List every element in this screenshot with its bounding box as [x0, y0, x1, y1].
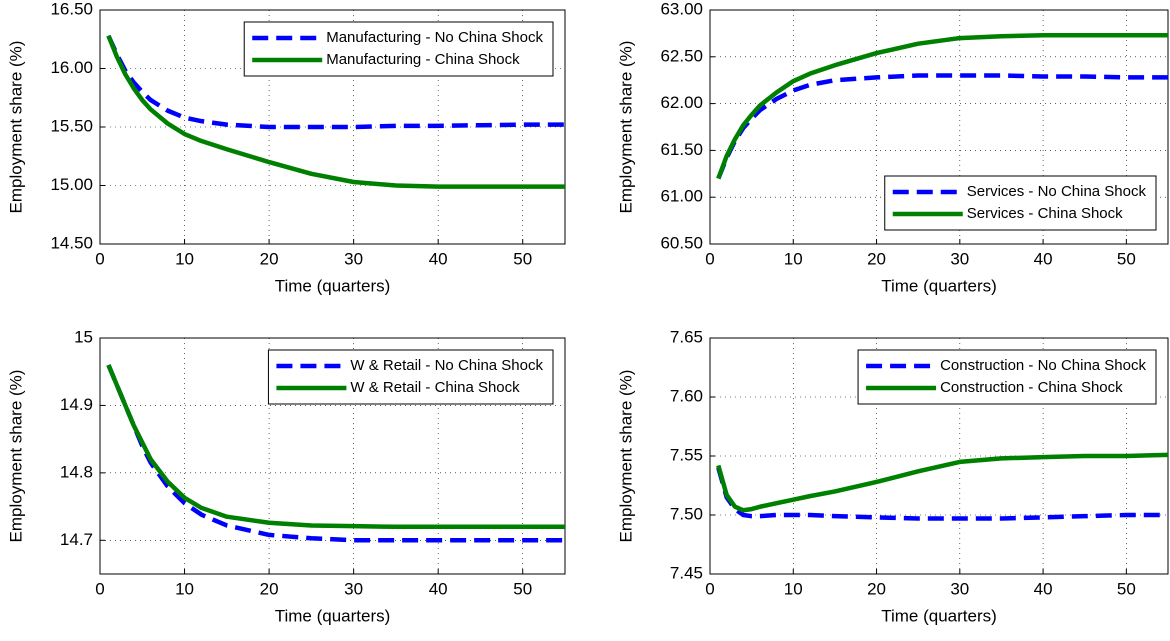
legend-frame — [243, 21, 554, 77]
y-tick-label: 61.00 — [660, 187, 703, 206]
legend-label: Services - No China Shock — [967, 183, 1147, 200]
y-tick-label: 7.65 — [670, 327, 703, 346]
x-tick-label: 10 — [784, 249, 803, 268]
y-tick-label: 7.60 — [670, 386, 703, 405]
y-axis-label: Employment share (%) — [6, 41, 25, 214]
x-axis-label: Time (quarters) — [275, 606, 391, 625]
legend-label: W & Retail - China Shock — [350, 379, 520, 396]
y-tick-label: 15.00 — [50, 175, 93, 194]
legend-label: Manufacturing - China Shock — [326, 51, 520, 68]
y-tick-label: 7.50 — [670, 504, 703, 523]
x-tick-label: 20 — [260, 249, 279, 268]
y-tick-label: 14.7 — [60, 530, 93, 549]
y-tick-label: 61.50 — [660, 140, 703, 159]
axes-frame — [99, 9, 566, 245]
x-tick-label: 40 — [1034, 249, 1053, 268]
legend-label: Services - China Shock — [967, 205, 1123, 222]
x-tick-label: 30 — [344, 579, 363, 598]
legend-frame — [267, 349, 554, 405]
subplot: 14.7 14.8 14.9 15 0 10 20 30 40 50 Time (quarters)… — [6, 327, 566, 625]
y-tick-label: 7.45 — [670, 563, 703, 582]
legend: Manufacturing - No China Shock Manufactur… — [243, 21, 554, 77]
y-tick-label: 14.8 — [60, 462, 93, 481]
y-tick-label: 16.00 — [50, 58, 93, 77]
axes-frame — [99, 337, 566, 575]
y-tick-label: 15.50 — [50, 116, 93, 135]
y-tick-label: 62.50 — [660, 46, 703, 65]
y-tick-label: 63.00 — [660, 0, 703, 18]
data-line — [716, 33, 1168, 180]
axes-frame — [709, 9, 1169, 245]
x-tick-label: 0 — [705, 579, 714, 598]
legend-label: Manufacturing - No China Shock — [326, 29, 543, 46]
x-tick-label: 10 — [784, 579, 803, 598]
subplot: 7.45 7.50 7.55 7.60 7.65 0 10 20 30 40 50 Time (qua… — [616, 327, 1169, 625]
data-line — [716, 452, 1169, 513]
y-tick-label: 14.9 — [60, 395, 93, 414]
y-tick-label: 60.50 — [660, 233, 703, 252]
x-tick-label: 50 — [1117, 579, 1136, 598]
x-tick-label: 30 — [950, 249, 969, 268]
x-tick-label: 40 — [1034, 579, 1053, 598]
legend: Construction - No China Shock Constructio… — [857, 349, 1157, 405]
x-tick-label: 40 — [429, 249, 448, 268]
x-tick-label: 50 — [1117, 249, 1136, 268]
x-tick-label: 30 — [950, 579, 969, 598]
subplot: 14.50 15.00 15.50 16.00 16.50 0 10 20 30 40 50 Time… — [6, 0, 566, 295]
y-axis-label: Employment share (%) — [6, 370, 25, 543]
subplot: 60.50 61.00 61.50 62.00 62.50 63.00 0 10 20 30 40 5… — [616, 0, 1169, 295]
data-line — [106, 34, 565, 130]
x-axis-label: Time (quarters) — [275, 276, 391, 295]
x-tick-label: 30 — [344, 249, 363, 268]
legend-frame — [884, 175, 1157, 231]
y-axis-label: Employment share (%) — [616, 41, 635, 214]
y-tick-label: 14.50 — [50, 233, 93, 252]
y-axis-label: Employment share (%) — [616, 370, 635, 543]
legend-frame — [857, 349, 1157, 405]
x-tick-label: 0 — [705, 249, 714, 268]
x-tick-label: 50 — [513, 249, 532, 268]
x-tick-label: 10 — [175, 249, 194, 268]
x-tick-label: 20 — [260, 579, 279, 598]
legend-label: W & Retail - No China Shock — [350, 357, 543, 374]
legend: Services - No China Shock Services - Chin… — [884, 175, 1157, 231]
x-tick-label: 20 — [867, 249, 886, 268]
data-line — [106, 364, 565, 530]
x-tick-label: 0 — [95, 579, 104, 598]
x-tick-label: 0 — [95, 249, 104, 268]
data-line — [106, 34, 565, 189]
y-tick-label: 7.55 — [670, 445, 703, 464]
legend-label: Construction - No China Shock — [940, 357, 1146, 374]
x-axis-label: Time (quarters) — [881, 276, 997, 295]
y-tick-label: 15 — [74, 327, 93, 346]
x-axis-label: Time (quarters) — [881, 606, 997, 625]
y-tick-label: 16.50 — [50, 0, 93, 18]
data-line — [716, 467, 1168, 521]
legend: W & Retail - No China Shock W & Retail - … — [267, 349, 554, 405]
x-tick-label: 20 — [867, 579, 886, 598]
x-tick-label: 40 — [429, 579, 448, 598]
legend-label: Construction - China Shock — [940, 379, 1123, 396]
y-tick-label: 62.00 — [660, 93, 703, 112]
x-tick-label: 10 — [175, 579, 194, 598]
x-tick-label: 50 — [513, 579, 532, 598]
